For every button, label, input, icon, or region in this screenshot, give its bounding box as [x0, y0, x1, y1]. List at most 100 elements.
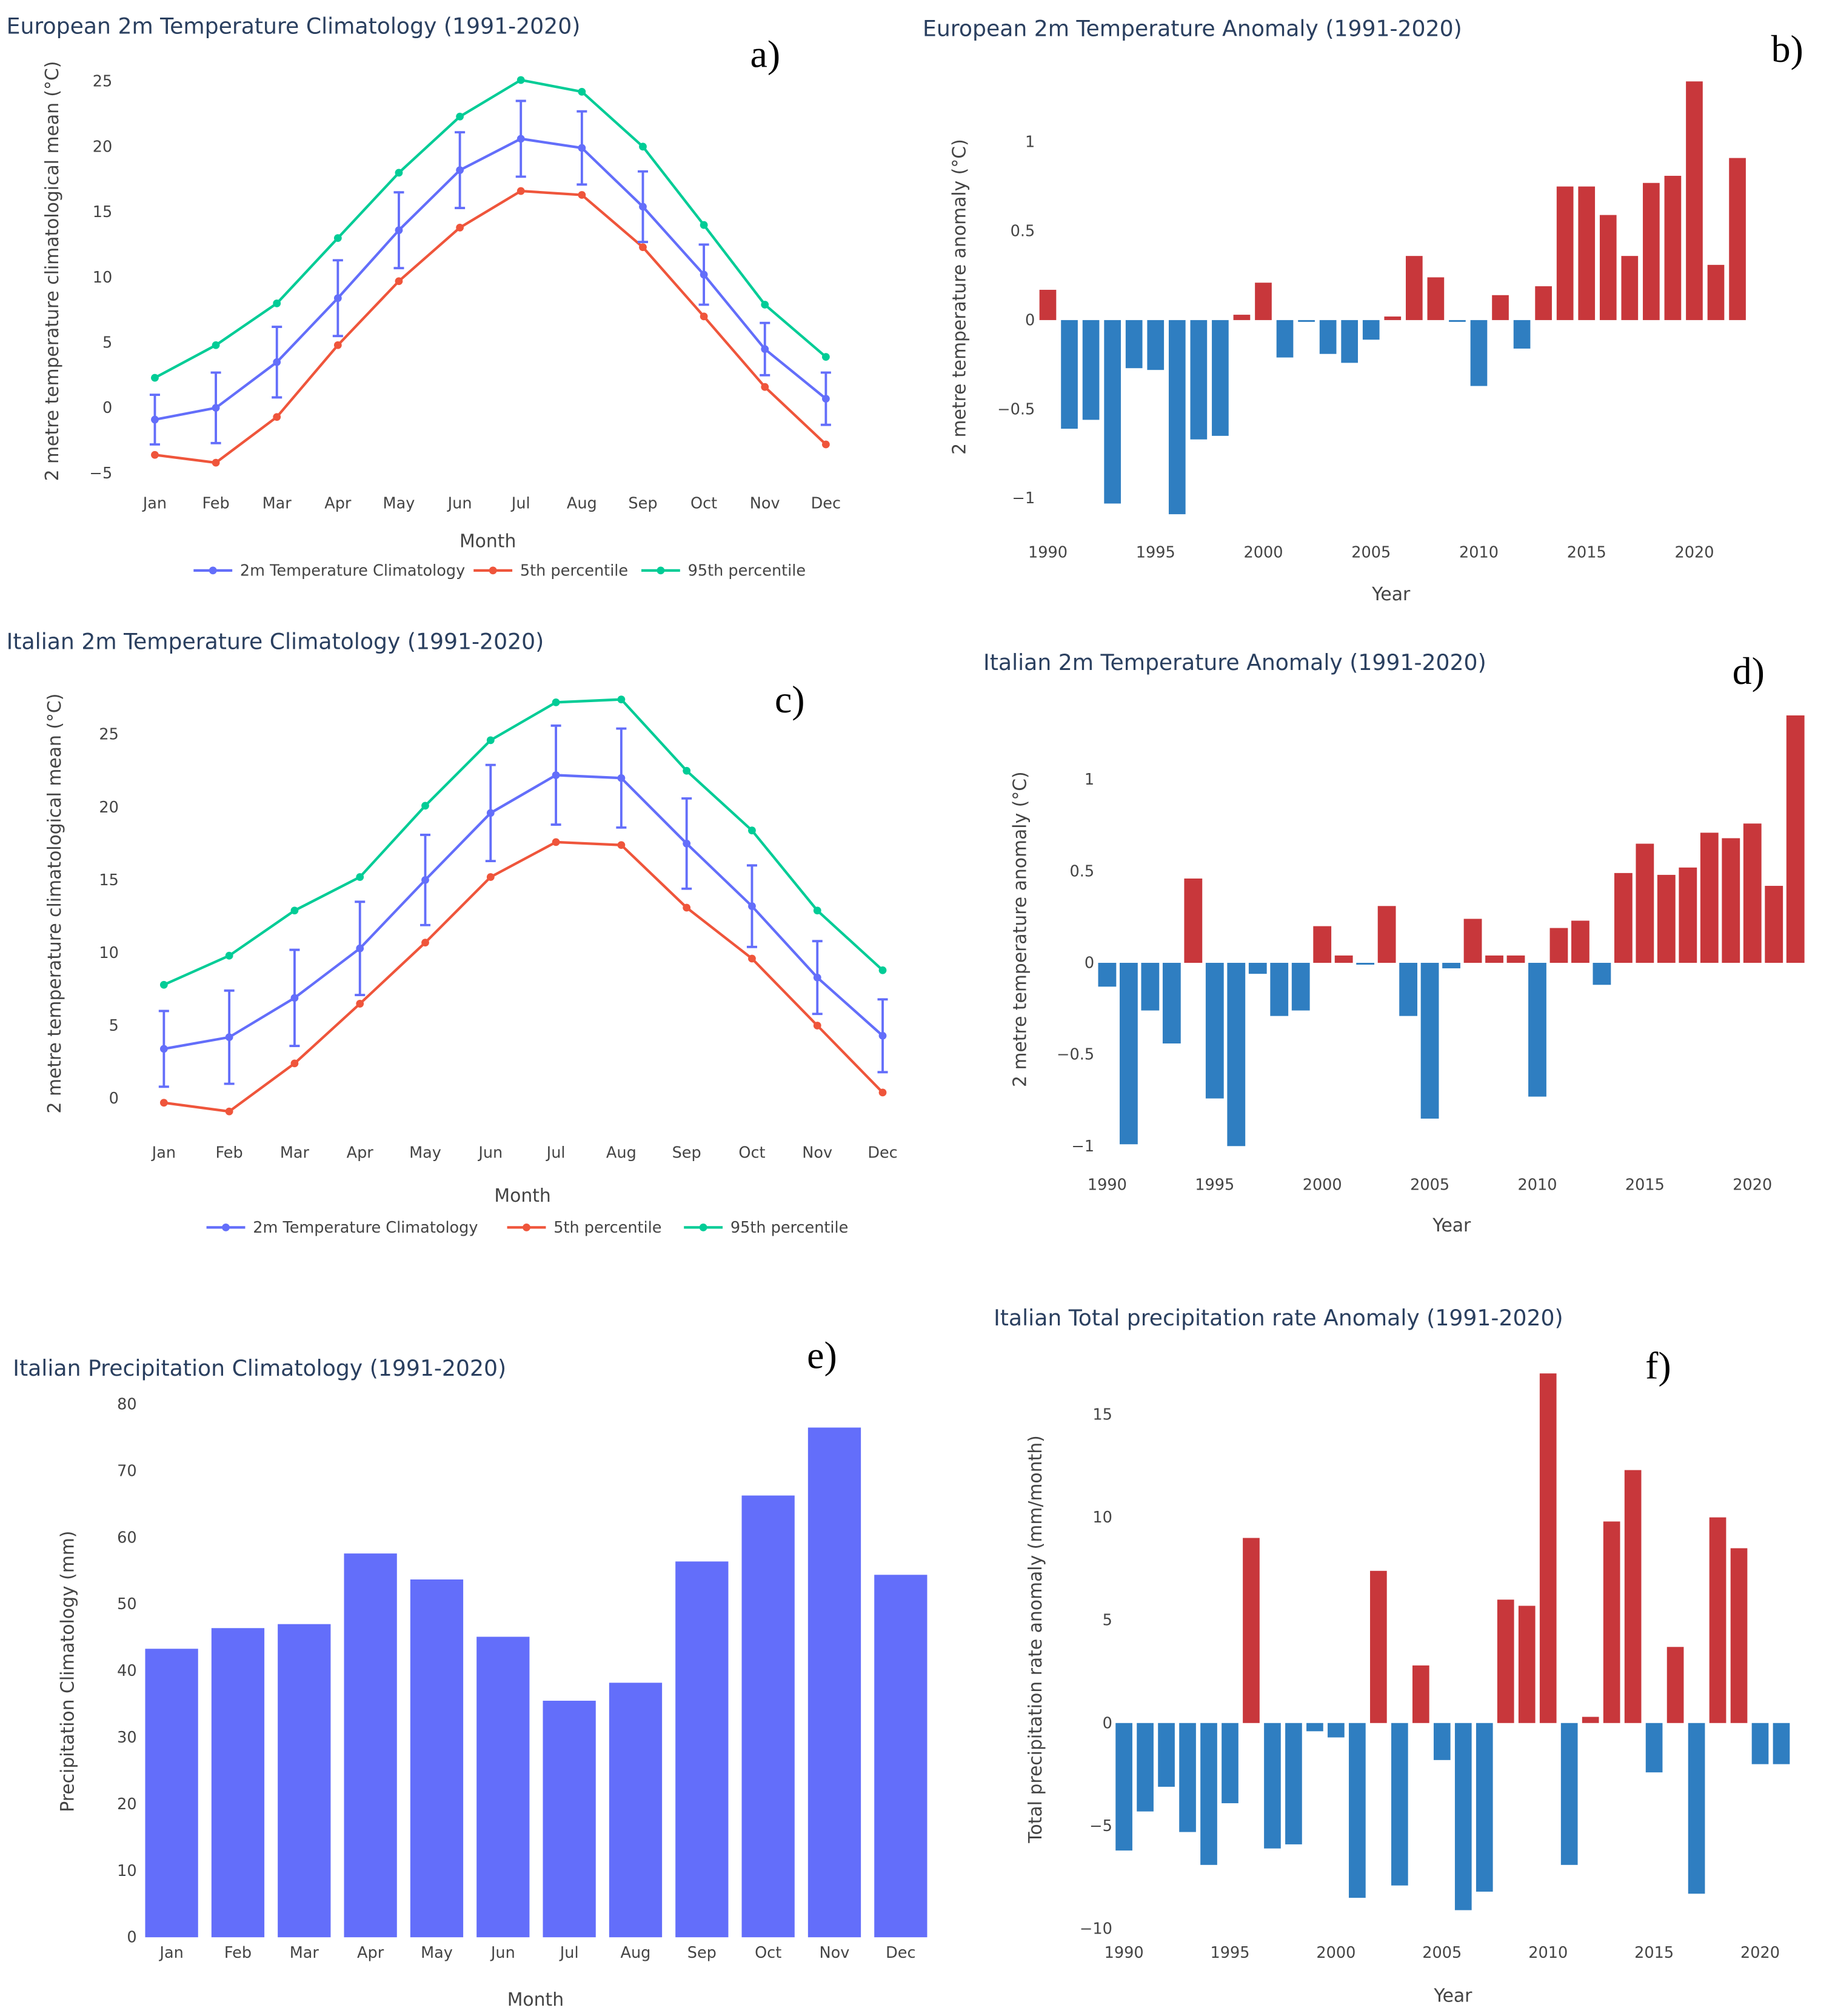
chart-title: Italian 2m Temperature Climatology (1991…: [7, 629, 544, 655]
bar: [1709, 1517, 1726, 1723]
x-tick-label: May: [409, 1144, 441, 1162]
bar: [1399, 962, 1418, 1016]
data-point: [421, 939, 429, 946]
x-tick-label: Oct: [755, 1944, 781, 1962]
bar: [1137, 1723, 1154, 1812]
data-point: [290, 1059, 299, 1068]
legend-label: 2m Temperature Climatology: [240, 561, 465, 580]
bar: [1276, 320, 1294, 358]
data-point: [151, 373, 159, 382]
bar: [543, 1701, 596, 1938]
data-point: [456, 223, 464, 232]
bar: [1599, 215, 1617, 320]
data-point: [516, 135, 525, 143]
data-point: [683, 766, 691, 775]
x-tick-label: 2020: [1740, 1944, 1780, 1962]
chart-panel-c: Italian 2m Temperature Climatology (1991…: [7, 629, 898, 1237]
bar: [1179, 1723, 1196, 1832]
x-tick-label: Jul: [546, 1144, 566, 1162]
bar: [1391, 1723, 1408, 1886]
bar: [1212, 320, 1229, 436]
bar: [1205, 962, 1224, 1099]
x-tick-label: Mar: [290, 1944, 319, 1962]
bar: [1328, 1723, 1345, 1738]
x-tick-label: Jun: [477, 1144, 503, 1162]
x-tick-label: May: [421, 1944, 453, 1962]
chart-title: European 2m Temperature Anomaly (1991-20…: [923, 16, 1462, 42]
series-line: [163, 774, 884, 1050]
bar: [1614, 872, 1633, 963]
y-tick-label: 0: [1025, 311, 1035, 329]
x-axis-label: Year: [1371, 584, 1411, 605]
bar: [1291, 962, 1310, 1011]
panel-label: f): [1645, 1344, 1671, 1387]
y-tick-label: 25: [99, 726, 119, 744]
data-point: [356, 873, 364, 881]
legend-label: 95th percentile: [688, 561, 806, 580]
y-tick-label: 10: [1092, 1509, 1112, 1527]
data-point: [683, 903, 691, 912]
x-tick-label: Mar: [280, 1144, 310, 1162]
data-point: [578, 144, 586, 152]
bar: [1370, 1570, 1387, 1723]
x-tick-label: 2005: [1410, 1176, 1449, 1194]
x-tick-label: 1990: [1088, 1176, 1127, 1194]
panel-label: c): [775, 678, 805, 721]
bar: [1700, 832, 1719, 963]
chart-title: European 2m Temperature Climatology (199…: [7, 13, 581, 39]
y-tick-label: −10: [1080, 1920, 1112, 1938]
x-tick-label: 1995: [1211, 1944, 1250, 1962]
bar: [1449, 320, 1466, 322]
x-tick-label: Dec: [867, 1144, 897, 1162]
x-tick-label: Nov: [750, 495, 780, 513]
legend-marker: [489, 566, 497, 575]
data-point: [290, 906, 299, 915]
bar: [1334, 955, 1353, 963]
panel-label: d): [1733, 649, 1765, 692]
bar: [1162, 962, 1181, 1043]
series-line: [155, 189, 827, 464]
x-tick-label: May: [383, 495, 415, 513]
y-tick-label: 50: [117, 1595, 137, 1613]
chart-title: Italian Total precipitation rate Anomaly…: [994, 1305, 1563, 1331]
data-point: [878, 966, 887, 974]
bar: [1233, 315, 1251, 320]
bar: [1255, 283, 1272, 320]
bar: [1125, 320, 1143, 369]
legend-label: 2m Temperature Climatology: [253, 1219, 478, 1237]
y-tick-label: 25: [93, 73, 113, 91]
data-point: [821, 353, 830, 361]
y-tick-label: 0: [127, 1929, 136, 1947]
data-point: [486, 873, 495, 881]
chart-title: Italian 2m Temperature Anomaly (1991-202…: [983, 649, 1486, 675]
data-point: [333, 234, 342, 242]
y-tick-label: 10: [93, 269, 113, 287]
bar: [1313, 926, 1332, 963]
x-tick-label: Apr: [357, 1944, 384, 1962]
data-point: [333, 294, 342, 303]
data-point: [813, 1022, 821, 1030]
series-line: [154, 78, 827, 379]
bar: [1773, 1723, 1790, 1764]
x-tick-label: 1995: [1195, 1176, 1234, 1194]
bar: [1666, 1647, 1684, 1723]
bar: [1298, 320, 1315, 322]
bar: [1098, 962, 1117, 987]
x-tick-label: Jan: [142, 495, 167, 513]
bar: [1384, 316, 1402, 320]
legend-marker: [209, 566, 217, 575]
y-tick-label: 0.5: [1070, 862, 1095, 880]
x-tick-label: Oct: [690, 495, 717, 513]
bar: [1513, 320, 1531, 349]
data-point: [813, 906, 821, 915]
bar: [1664, 175, 1682, 320]
x-tick-label: Oct: [738, 1144, 765, 1162]
data-point: [212, 458, 220, 467]
x-tick-label: 2010: [1517, 1176, 1557, 1194]
data-point: [617, 774, 626, 782]
y-tick-label: −0.5: [1057, 1046, 1094, 1064]
bar: [1222, 1723, 1238, 1804]
x-tick-label: 2015: [1634, 1944, 1674, 1962]
bar: [1730, 1548, 1748, 1723]
x-tick-label: Nov: [820, 1944, 850, 1962]
